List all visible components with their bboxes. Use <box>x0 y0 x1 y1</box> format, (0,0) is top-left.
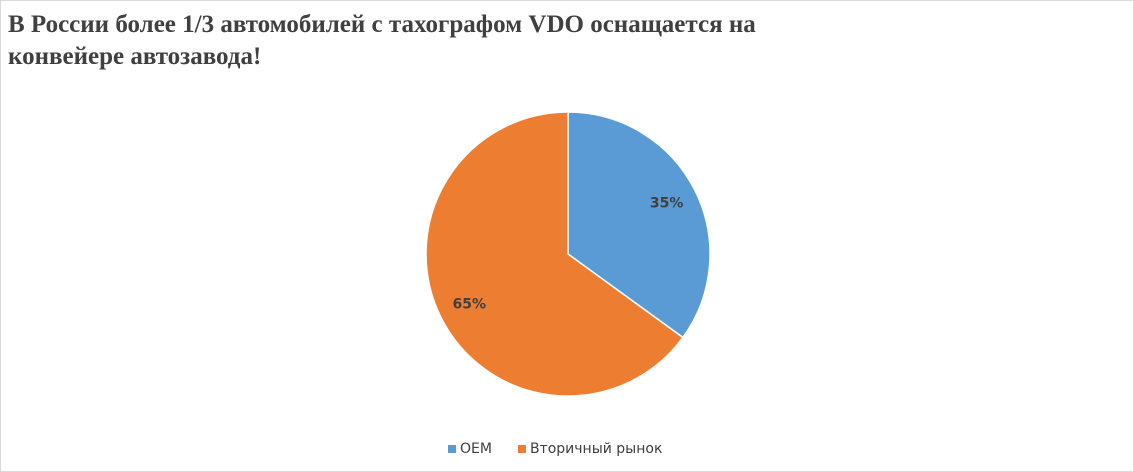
pie-slice <box>425 111 684 397</box>
data-label: 65% <box>453 296 487 312</box>
legend-label: Вторичный рынок <box>530 441 662 457</box>
chart-title: В России более 1/3 автомобилей с тахогра… <box>8 11 756 70</box>
pie-slice <box>567 111 711 339</box>
legend-swatch <box>448 445 456 453</box>
data-label: 35% <box>650 196 684 212</box>
legend-swatch <box>517 445 526 453</box>
legend-label: OEM <box>460 441 492 457</box>
